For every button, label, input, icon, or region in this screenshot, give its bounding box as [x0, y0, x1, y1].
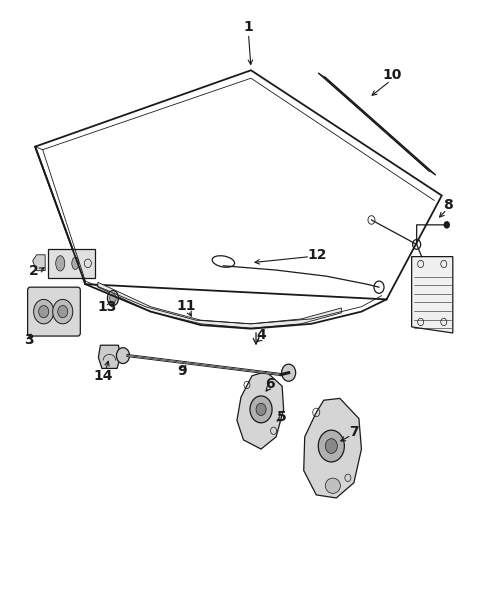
- Text: 11: 11: [176, 299, 195, 312]
- Polygon shape: [33, 255, 45, 271]
- Text: 14: 14: [93, 369, 112, 382]
- Polygon shape: [98, 282, 341, 328]
- Circle shape: [39, 306, 49, 318]
- Text: 7: 7: [348, 425, 358, 439]
- Ellipse shape: [56, 255, 65, 271]
- Ellipse shape: [325, 478, 340, 494]
- Text: 1: 1: [243, 21, 253, 34]
- Text: 6: 6: [265, 377, 275, 390]
- Text: 8: 8: [442, 198, 452, 211]
- Polygon shape: [411, 257, 452, 333]
- Circle shape: [443, 222, 448, 228]
- Text: 2: 2: [29, 264, 39, 277]
- Text: 10: 10: [382, 68, 401, 81]
- Circle shape: [249, 396, 272, 423]
- Circle shape: [325, 439, 337, 453]
- Circle shape: [53, 299, 73, 324]
- Circle shape: [281, 364, 295, 381]
- Text: 13: 13: [97, 300, 116, 313]
- Ellipse shape: [72, 257, 79, 269]
- Circle shape: [116, 348, 129, 364]
- FancyBboxPatch shape: [28, 287, 80, 336]
- Circle shape: [256, 403, 266, 415]
- Polygon shape: [236, 371, 283, 449]
- Polygon shape: [303, 398, 361, 498]
- Text: 3: 3: [24, 334, 34, 347]
- Ellipse shape: [109, 294, 116, 302]
- Circle shape: [58, 306, 68, 318]
- Text: 5: 5: [277, 410, 287, 423]
- Circle shape: [34, 299, 54, 324]
- Text: 12: 12: [307, 249, 326, 262]
- Ellipse shape: [107, 291, 118, 306]
- Polygon shape: [318, 73, 434, 175]
- Polygon shape: [98, 345, 120, 368]
- Text: 4: 4: [256, 328, 266, 342]
- Circle shape: [318, 430, 344, 462]
- Text: 9: 9: [176, 364, 186, 378]
- FancyBboxPatch shape: [48, 249, 95, 278]
